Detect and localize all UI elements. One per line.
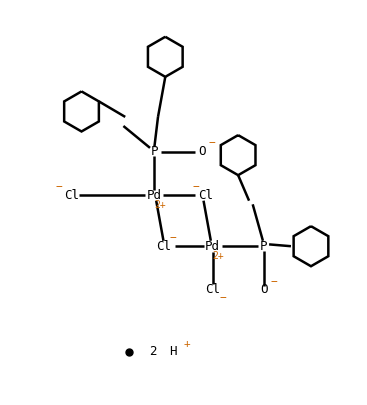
Text: O: O (198, 145, 206, 158)
Text: −: − (219, 293, 226, 303)
Text: −: − (55, 182, 62, 192)
Text: Cl: Cl (198, 189, 213, 202)
Text: −: − (270, 277, 277, 287)
Text: +: + (184, 339, 190, 349)
Text: −: − (193, 182, 200, 192)
Text: Cl: Cl (64, 189, 79, 202)
Text: H: H (169, 345, 176, 358)
Text: 2+: 2+ (212, 252, 224, 261)
Text: −: − (208, 139, 215, 149)
Text: 2: 2 (149, 345, 156, 358)
Text: Cl: Cl (205, 284, 220, 296)
Text: Pd: Pd (205, 240, 220, 253)
Text: −: − (169, 233, 176, 243)
Text: P: P (260, 240, 268, 253)
Text: O: O (260, 284, 268, 296)
Text: 2+: 2+ (154, 200, 166, 211)
Text: P: P (150, 145, 158, 158)
Text: Cl: Cl (156, 240, 171, 253)
Text: Pd: Pd (147, 189, 162, 202)
